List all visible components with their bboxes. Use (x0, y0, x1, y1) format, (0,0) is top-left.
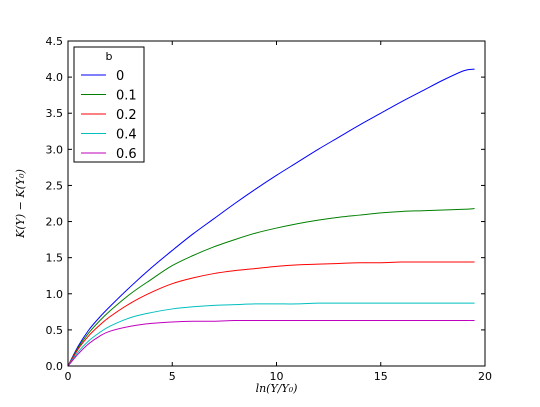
series-line-3 (67, 302, 475, 367)
x-tick-label-0: 0 (65, 370, 72, 383)
legend-label-1: 0.1 (116, 89, 137, 104)
y-tick-label-4: 2.0 (46, 216, 64, 229)
x-tick-label-3: 15 (374, 370, 388, 383)
series-line-4 (67, 319, 475, 367)
series-line-0 (67, 68, 475, 367)
y-tick-label-0: 0.0 (46, 360, 64, 373)
x-axis: 0 5 10 15 20 (65, 41, 492, 383)
series-line-2 (67, 261, 475, 367)
legend-label-3: 0.4 (116, 128, 137, 143)
legend-box (73, 46, 145, 163)
y-tick-label-7: 3.5 (46, 107, 64, 120)
y-tick-label-3: 1.5 (46, 252, 64, 265)
y-tick-label-9: 4.5 (46, 35, 64, 48)
legend-label-2: 0.2 (116, 108, 137, 123)
x-tick-label-1: 5 (169, 370, 176, 383)
legend-label-0: 0 (116, 69, 124, 84)
series-line-1 (67, 208, 475, 367)
y-tick-label-6: 3.0 (46, 143, 64, 156)
y-tick-label-8: 4.0 (46, 71, 64, 84)
series-layer (67, 68, 475, 367)
legend-title: b (106, 50, 113, 63)
legend: b 0 0.1 0.2 0.4 0.6 (73, 46, 145, 163)
x-tick-label-4: 20 (478, 370, 492, 383)
y-tick-label-1: 0.5 (46, 324, 64, 337)
y-tick-label-5: 2.5 (46, 179, 64, 192)
y-axis: 0.0 0.5 1.0 1.5 2.0 2.5 3.0 3.5 4.0 4.5 (46, 35, 485, 373)
legend-label-4: 0.6 (116, 147, 137, 162)
x-tick-label-2: 10 (270, 370, 284, 383)
y-axis-label: K(Y) − K(Y₀) (14, 169, 27, 239)
y-tick-label-2: 1.0 (46, 288, 64, 301)
x-axis-label: ln(Y/Y₀) (256, 382, 298, 395)
